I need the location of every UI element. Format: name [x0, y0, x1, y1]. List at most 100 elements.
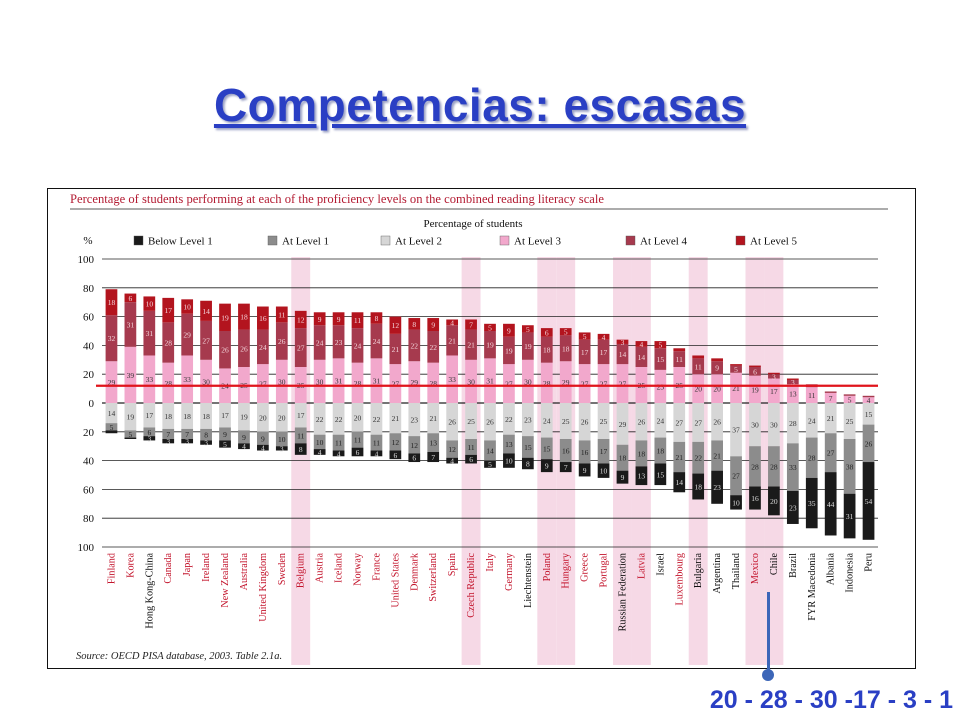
bar-segment-level_2: [313, 403, 326, 435]
bar-segment-level_5: [275, 306, 288, 323]
bar-value-label: 18: [543, 346, 551, 355]
bar-value-label: 7: [564, 463, 568, 472]
bar-segment-level_3: [389, 364, 402, 403]
bar-value-label: 29: [619, 420, 627, 429]
bar-value-label: 6: [545, 328, 549, 337]
bar-value-label: 11: [278, 310, 285, 319]
bar-value-label: 25: [467, 417, 475, 426]
bar-segment-below_level_1: [597, 463, 610, 478]
bar-segment-level_4: [294, 328, 307, 367]
country-label: Indonesia: [845, 553, 856, 593]
bar-value-label: 17: [600, 348, 608, 357]
bar-value-label: 19: [240, 413, 248, 422]
legend-label-level_4: At Level 4: [640, 236, 688, 248]
bar-value-label: 19: [127, 413, 135, 422]
bar-value-label: 24: [543, 416, 551, 425]
bar-segment-level_4: [521, 332, 534, 360]
bar-value-label: 11: [354, 436, 361, 445]
bar-segment-level_3: [143, 355, 156, 403]
y-tick-label: 20: [83, 369, 95, 381]
bar-value-label: 14: [486, 447, 494, 456]
bar-segment-level_4: [238, 329, 250, 367]
bar-value-label: 6: [469, 455, 473, 464]
bar-segment-below_level_1: [730, 495, 742, 510]
bar-segment-level_1: [105, 423, 118, 431]
bar-value-label: 28: [164, 379, 172, 388]
bar-segment-level_2: [768, 403, 780, 447]
legend-swatch-below_level_1: [133, 235, 144, 246]
bar-value-label: 27: [732, 472, 740, 481]
bar-segment-level_5: [313, 312, 326, 326]
bar-value-label: 30: [316, 377, 324, 386]
bar-value-label: 30: [770, 421, 778, 430]
bar-segment-level_5: [673, 348, 686, 352]
bar-segment-below_level_1: [181, 439, 194, 444]
bar-value-label: 23: [335, 338, 343, 347]
country-label: Hungary: [561, 552, 572, 589]
bar-value-label: 19: [486, 341, 494, 350]
bar-segment-level_4: [768, 374, 780, 379]
bar-value-label: 8: [204, 431, 208, 440]
country-label: Austria: [315, 553, 326, 583]
bar-segment-level_5: [465, 319, 477, 330]
bar-segment-level_2: [730, 403, 742, 457]
bar-segment-below_level_1: [313, 449, 326, 455]
bar-value-label: 30: [467, 377, 475, 386]
bar-segment-level_5: [446, 319, 459, 326]
y-tick-label: 100: [78, 254, 95, 266]
bar-segment-level_4: [559, 335, 572, 362]
bar-value-label: 3: [280, 444, 284, 453]
bar-segment-level_5: [105, 289, 118, 316]
bar-segment-level_3: [730, 372, 742, 403]
bar-value-label: 22: [335, 415, 343, 424]
bar-value-label: 12: [448, 445, 456, 454]
country-label: Luxembourg: [674, 553, 685, 605]
bar-segment-level_2: [257, 403, 269, 432]
bar-segment-level_5: [654, 341, 667, 349]
bar-value-label: 26: [638, 418, 646, 427]
bar-segment-level_1: [143, 427, 156, 437]
bar-segment-level_4: [843, 394, 856, 396]
bar-value-label: 10: [316, 438, 324, 447]
bar-value-label: 22: [429, 343, 437, 352]
bar-value-label: 10: [183, 303, 191, 312]
bar-value-label: 6: [147, 428, 151, 437]
bar-value-label: 14: [676, 478, 684, 487]
bar-value-label: 9: [318, 315, 322, 324]
y-tick-label: 40: [83, 456, 95, 468]
legend-label-level_1: At Level 1: [282, 236, 329, 248]
bar-segment-level_1: [711, 440, 723, 471]
bar-segment-level_1: [313, 434, 326, 450]
y-tick-label: 60: [83, 312, 95, 324]
bar-segment-level_5: [484, 323, 496, 331]
bar-value-label: 16: [581, 448, 589, 457]
bar-segment-level_2: [521, 403, 534, 437]
bar-value-label: 20: [278, 413, 286, 422]
y-tick-label: 80: [83, 513, 95, 525]
pointer-line: [767, 592, 770, 672]
bar-segment-level_4: [257, 329, 269, 365]
bar-segment-level_5: [711, 358, 723, 362]
bar-segment-below_level_1: [238, 443, 250, 450]
bar-value-label: 23: [524, 416, 532, 425]
bar-value-label: 33: [789, 463, 797, 472]
bar-value-label: 18: [202, 412, 210, 421]
bar-segment-level_1: [124, 430, 137, 438]
bar-value-label: 5: [583, 332, 587, 341]
bar-value-label: 11: [695, 362, 702, 371]
bar-segment-level_2: [294, 403, 307, 428]
bar-value-label: 18: [562, 344, 570, 353]
bar-value-label: 17: [221, 411, 229, 420]
bar-segment-level_2: [824, 403, 837, 434]
bar-segment-level_5: [124, 293, 137, 303]
legend-label-below_level_1: Below Level 1: [148, 236, 213, 248]
bar-segment-level_3: [427, 362, 440, 403]
bar-value-label: 3: [166, 437, 170, 446]
bar-value-label: 31: [846, 512, 854, 521]
country-label: Switzerland: [428, 553, 439, 602]
bar-value-label: 28: [808, 454, 816, 463]
bar-segment-level_5: [559, 328, 572, 336]
bar-value-label: 9: [261, 434, 265, 443]
bar-segment-level_3: [408, 361, 421, 403]
bar-segment-level_4: [370, 323, 383, 359]
